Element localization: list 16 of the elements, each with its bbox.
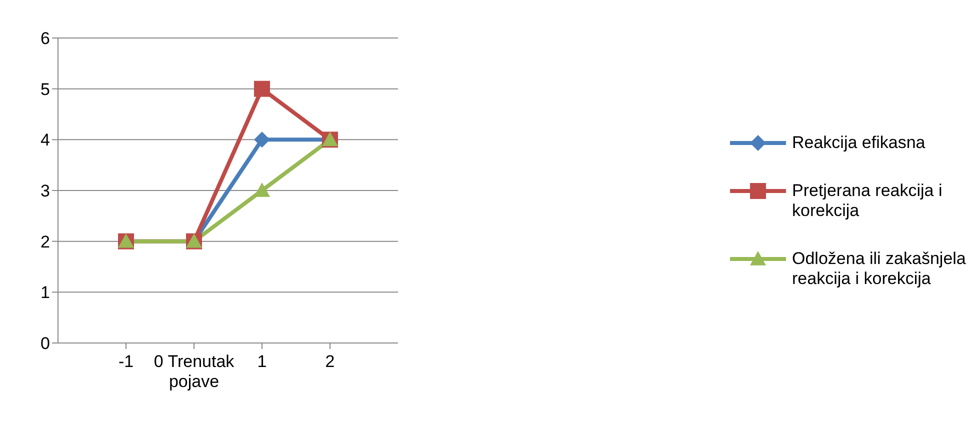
x-tick-label: 2 [325, 352, 335, 371]
legend-label: Pretjerana reakcija i korekcija [792, 180, 944, 220]
x-tick-label: -1 [118, 352, 134, 371]
y-tick-label: 2 [40, 232, 50, 252]
legend-label: Reakcija efikasna [792, 132, 926, 152]
point [254, 132, 270, 148]
y-tick-label: 3 [40, 182, 50, 201]
y-tick-label: 6 [40, 29, 50, 48]
y-tick-label: 4 [40, 130, 50, 150]
y-tick-label: 0 [40, 334, 50, 354]
x-tick-label: 0 Trenutak pojave [154, 352, 235, 391]
x-tick-label: 1 [257, 352, 267, 371]
legend-label: Odložena ili zakašnjela reakcija i korekcija [792, 248, 967, 288]
y-tick-label: 5 [40, 80, 50, 99]
point [254, 80, 270, 97]
y-tick-label: 1 [40, 283, 50, 302]
